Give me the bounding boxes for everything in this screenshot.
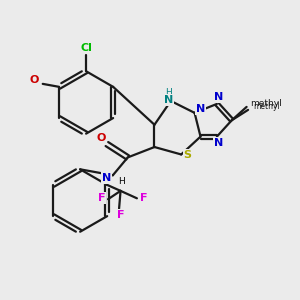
Text: O: O	[97, 133, 106, 142]
Text: N: N	[164, 95, 173, 105]
Text: N: N	[214, 138, 223, 148]
Text: F: F	[117, 210, 124, 220]
Text: O: O	[30, 75, 39, 85]
Text: N: N	[214, 92, 223, 102]
Text: methyl: methyl	[254, 102, 280, 111]
Text: S: S	[184, 150, 192, 160]
Text: F: F	[140, 193, 147, 203]
Text: Cl: Cl	[80, 44, 92, 53]
Text: methyl: methyl	[250, 98, 282, 107]
Text: H: H	[118, 177, 124, 186]
Text: N: N	[196, 104, 205, 114]
Text: F: F	[98, 193, 105, 203]
Text: N: N	[102, 172, 111, 183]
Text: H: H	[165, 88, 172, 97]
